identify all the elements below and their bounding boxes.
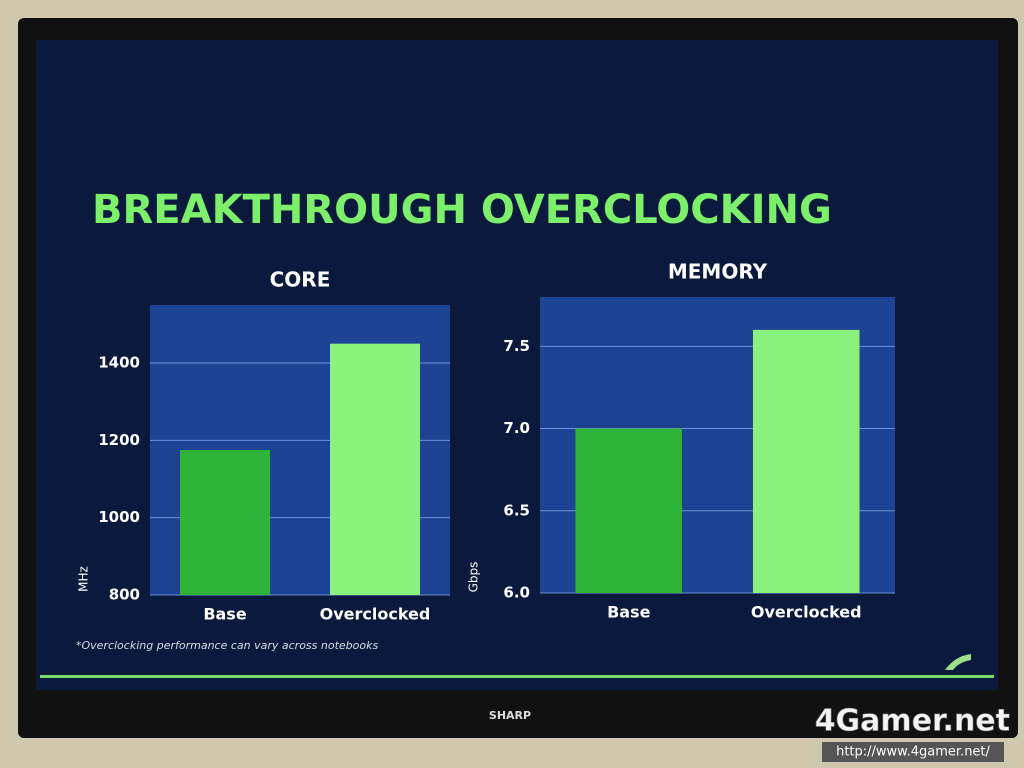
tv-brand: SHARP: [489, 709, 531, 722]
x-tick-label: Base: [203, 605, 247, 624]
x-tick-label: Base: [607, 603, 651, 622]
bar: [753, 329, 860, 593]
watermark-url: http://www.4gamer.net/: [836, 745, 990, 760]
y-tick-label: 1000: [98, 508, 140, 526]
y-tick-label: 6.5: [503, 501, 530, 519]
chart-title: CORE: [270, 268, 331, 292]
watermark-logo: 4Gamer.net: [815, 704, 1010, 739]
bar: [180, 450, 270, 595]
y-tick-label: 1200: [98, 431, 140, 449]
logo-mark: [945, 654, 971, 670]
y-axis-label: Gbps: [467, 562, 481, 593]
y-axis-label: MHz: [77, 566, 91, 592]
bar: [575, 428, 682, 593]
y-tick-label: 7.5: [503, 337, 530, 355]
footnote: *Overclocking performance can vary acros…: [76, 639, 378, 652]
y-tick-label: 6.0: [503, 584, 530, 602]
x-tick-label: Overclocked: [751, 603, 862, 622]
slide-title: BREAKTHROUGH OVERCLOCKING: [92, 187, 832, 233]
y-tick-label: 7.0: [503, 419, 530, 437]
y-tick-label: 800: [109, 586, 140, 604]
slide-rule: [40, 675, 994, 678]
x-tick-label: Overclocked: [320, 605, 431, 624]
watermark-url-box: [822, 742, 1004, 762]
y-tick-label: 1400: [98, 354, 140, 372]
bar: [330, 343, 420, 595]
chart-title: MEMORY: [668, 260, 768, 284]
